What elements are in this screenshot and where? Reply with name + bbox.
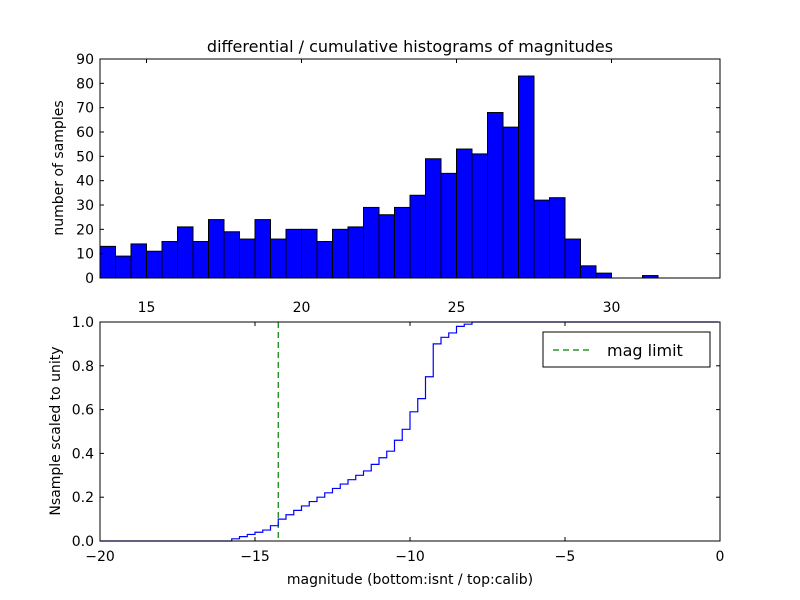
histogram-bar (409, 194, 426, 279)
histogram-bar (177, 226, 194, 279)
histogram-bar (332, 228, 349, 279)
histogram-bar (471, 153, 488, 279)
cumulative-xlabel: magnitude (bottom:isnt / top:calib) (287, 572, 533, 588)
histogram-bar (208, 219, 225, 279)
cumulative-x-tick-label: 0 (716, 549, 725, 565)
histogram-y-tick-label: 20 (76, 222, 94, 238)
histogram-x-tick-label: 30 (603, 300, 621, 316)
cumulative-x-tick-label: −20 (85, 549, 115, 565)
histogram-x-ticks: 15 20 25 30 (138, 59, 621, 316)
histogram-bar (487, 112, 504, 279)
cumulative-y-tick-label: 0.2 (72, 490, 94, 506)
legend-mag-limit-label: mag limit (607, 341, 683, 360)
cumulative-y-tick-label: 0.0 (72, 534, 94, 550)
cumulative-y-tick-label: 1.0 (72, 315, 94, 331)
histogram-bar (285, 228, 302, 279)
histogram-ylabel: number of samples (51, 100, 67, 235)
histogram-y-tick-label: 70 (76, 101, 94, 117)
histogram-y-tick-label: 40 (76, 174, 94, 190)
cumulative-y-tick-label: 0.8 (72, 359, 94, 375)
histogram-bar (363, 206, 380, 279)
histogram-bar (456, 148, 473, 279)
histogram-bar (564, 238, 581, 279)
legend-box (542, 331, 711, 368)
histogram-bar (580, 265, 597, 279)
histogram-y-ticks: 0 10 20 30 40 50 60 70 80 90 (76, 52, 720, 287)
cumulative-panel: Nsample scaled to unity magnitude (botto… (48, 315, 724, 588)
histogram-y-tick-label: 30 (76, 198, 94, 214)
histogram-bar (270, 238, 287, 279)
histogram-y-tick-label: 10 (76, 247, 94, 263)
histogram-title: differential / cumulative histograms of … (207, 37, 613, 56)
cumulative-y-tick-label: 0.6 (72, 403, 94, 419)
histogram-bar (595, 272, 612, 279)
histogram-y-tick-label: 60 (76, 125, 94, 141)
cumulative-ylabel: Nsample scaled to unity (48, 346, 64, 515)
histogram-bars (99, 75, 659, 279)
cumulative-y-tick-label: 0.4 (72, 446, 94, 462)
histogram-bar (239, 238, 256, 279)
histogram-bar (440, 172, 457, 279)
histogram-x-tick-label: 25 (448, 300, 466, 316)
cumulative-x-tick-label: −5 (555, 549, 576, 565)
cumulative-step-line (100, 321, 719, 542)
histogram-bar (425, 158, 442, 279)
cumulative-x-ticks: −20 −15 −10 −5 0 (85, 322, 724, 565)
histogram-bar (378, 214, 395, 279)
cumulative-y-ticks: 0.0 0.2 0.4 0.6 0.8 1.0 (72, 315, 720, 550)
histogram-bar (223, 231, 240, 279)
histogram-bar (549, 197, 566, 279)
histogram-bar (316, 241, 333, 279)
histogram-bar (254, 219, 271, 279)
histogram-panel: differential / cumulative histograms of … (51, 37, 721, 316)
histogram-bar (99, 245, 116, 279)
histogram-y-tick-label: 50 (76, 149, 94, 165)
histogram-frame (99, 58, 721, 279)
histogram-bar (146, 250, 163, 279)
histogram-x-tick-label: 20 (293, 300, 311, 316)
cumulative-x-tick-label: −10 (395, 549, 425, 565)
cumulative-x-tick-label: −15 (240, 549, 270, 565)
histogram-y-tick-label: 80 (76, 76, 94, 92)
histogram-bar (533, 199, 550, 279)
histogram-bar (347, 226, 364, 279)
histogram-y-tick-label: 0 (85, 271, 94, 287)
histogram-bar (301, 228, 318, 279)
histogram-bar (115, 255, 132, 279)
histogram-y-tick-label: 90 (76, 52, 94, 68)
legend: mag limit (542, 331, 711, 368)
histogram-bar (192, 241, 209, 279)
cumulative-frame (99, 321, 721, 542)
histogram-x-tick-label: 15 (138, 300, 156, 316)
histogram-bar (130, 243, 147, 279)
histogram-bar (161, 241, 178, 279)
histogram-bar (518, 75, 535, 279)
histogram-bar (502, 126, 519, 279)
histogram-bar (394, 206, 411, 279)
